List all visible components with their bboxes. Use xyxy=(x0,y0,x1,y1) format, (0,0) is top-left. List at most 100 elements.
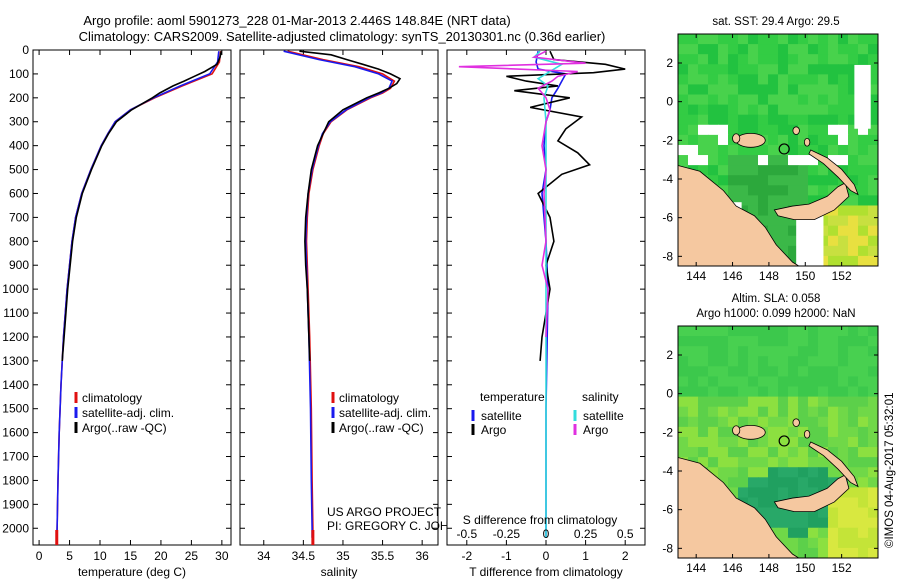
map-cell xyxy=(748,376,759,388)
map-cell xyxy=(848,336,859,347)
map-cell xyxy=(818,547,829,558)
map-y-tick-label: -6 xyxy=(662,211,673,225)
map-cell xyxy=(698,155,709,166)
map-cell xyxy=(788,436,799,448)
map-cell xyxy=(818,34,829,45)
map-cell xyxy=(808,366,819,378)
map-cell xyxy=(868,84,878,96)
map-cell xyxy=(868,215,878,227)
map-y-tick-label: -2 xyxy=(662,425,673,439)
map-cell xyxy=(808,517,819,529)
map-cell xyxy=(848,487,859,499)
x-tick-label: 0 xyxy=(543,549,550,563)
map-cell xyxy=(838,386,849,398)
map-cell xyxy=(788,537,799,549)
map-cell xyxy=(868,225,878,237)
map-cell xyxy=(848,245,859,257)
map-cell xyxy=(708,376,719,388)
map-y-tick-label: 0 xyxy=(666,387,673,401)
map-cell xyxy=(738,406,749,418)
map-cell xyxy=(728,447,739,458)
map-cell xyxy=(728,467,739,478)
top-axis-label: S difference from climatology xyxy=(463,513,618,527)
map-cell xyxy=(768,436,779,448)
map-cell xyxy=(728,165,739,176)
map-cell xyxy=(838,376,849,388)
map-cell xyxy=(778,64,789,75)
map-cell xyxy=(698,94,709,106)
map-cell xyxy=(768,175,779,186)
map-cell xyxy=(798,155,809,166)
map-cell xyxy=(868,537,878,549)
map-cell xyxy=(778,507,789,519)
map-cell xyxy=(868,235,878,247)
map-cell xyxy=(848,507,859,519)
map-cell xyxy=(788,406,799,418)
map-cell xyxy=(858,406,869,418)
map-cell xyxy=(848,225,859,237)
legend-label: satellite-adj. clim. xyxy=(339,406,431,420)
map-cell xyxy=(778,84,789,96)
map-cell xyxy=(718,124,729,136)
map-cell xyxy=(848,104,859,116)
map-cell xyxy=(678,74,689,86)
map-cell xyxy=(848,386,859,398)
map-cell xyxy=(858,235,869,247)
map-cell xyxy=(738,336,749,347)
map-y-tick-label: -4 xyxy=(662,172,673,186)
map-cell xyxy=(748,124,759,136)
map-cell xyxy=(768,517,779,529)
map-cell xyxy=(868,155,878,166)
map-cell xyxy=(808,537,819,549)
map-cell xyxy=(768,356,779,367)
map-cell xyxy=(688,104,699,116)
map-frame xyxy=(677,33,879,267)
map-cell xyxy=(848,356,859,367)
map-x-tick-label: 152 xyxy=(832,561,852,575)
map-cell xyxy=(678,44,689,55)
y-tick-label: 700 xyxy=(9,210,29,224)
map-cell xyxy=(858,155,869,166)
map-cell xyxy=(778,44,789,55)
map-cell xyxy=(728,34,739,45)
map-cell xyxy=(778,487,789,499)
x-tick-label: 35.5 xyxy=(371,549,395,563)
map-cell xyxy=(678,426,689,438)
map-cell xyxy=(748,165,759,176)
map-cell xyxy=(698,165,709,176)
map-cell xyxy=(828,436,839,448)
series-line-salinity-satellite xyxy=(532,50,564,538)
x-tick-label: 25 xyxy=(185,549,199,563)
map-cell xyxy=(748,416,759,428)
map-cell xyxy=(778,175,789,186)
map-cell xyxy=(748,336,759,347)
map-cell xyxy=(748,406,759,418)
map-cell xyxy=(758,376,769,388)
map-cell xyxy=(848,74,859,86)
map-cell xyxy=(808,447,819,458)
map-cell xyxy=(838,124,849,136)
map-cell xyxy=(778,477,789,488)
map-cell xyxy=(858,376,869,388)
map-cell xyxy=(818,44,829,55)
map-cell xyxy=(718,155,729,166)
map-cell xyxy=(848,436,859,448)
map-cell xyxy=(828,34,839,45)
map-cell xyxy=(818,426,829,438)
map-cell xyxy=(768,225,779,237)
map-cell xyxy=(808,185,819,196)
map-cell xyxy=(808,356,819,367)
y-tick-label: 1800 xyxy=(2,473,29,487)
land-island xyxy=(792,418,800,427)
map-cell xyxy=(848,235,859,247)
map-cell xyxy=(718,175,729,186)
map-cell xyxy=(848,497,859,509)
map-cell xyxy=(848,537,859,549)
map-cell xyxy=(708,74,719,86)
map-cell xyxy=(828,74,839,86)
map-cell xyxy=(718,54,729,65)
map-cell xyxy=(738,114,749,126)
y-tick-label: 1100 xyxy=(3,306,29,320)
land-new-britain xyxy=(773,474,850,513)
map-cell xyxy=(758,326,769,337)
